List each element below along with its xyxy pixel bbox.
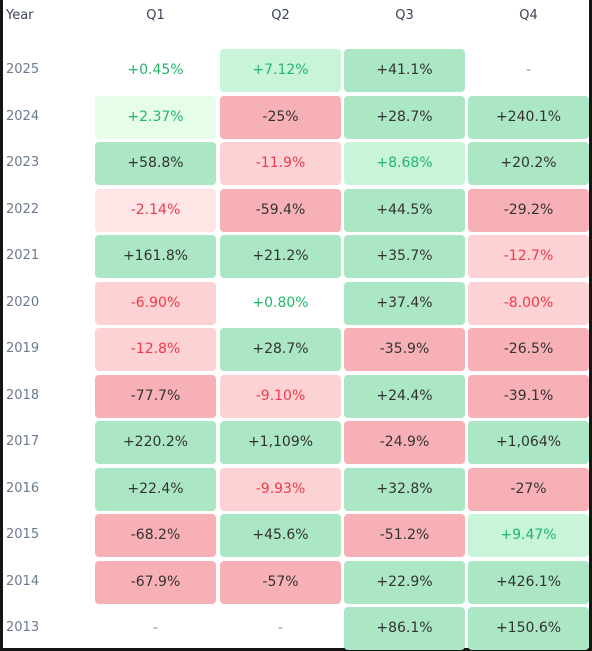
year-label: 2015 xyxy=(6,527,40,542)
return-cell-q3: +44.5% xyxy=(344,188,465,232)
year-label: 2018 xyxy=(6,387,40,403)
return-cell-q3: -35.9% xyxy=(344,328,465,371)
return-cell-q2: -59.4% xyxy=(220,188,341,232)
table-row: 2018 -77.7% -9.10% +24.4% -39.1% xyxy=(0,373,592,420)
return-cell-q1: +161.8% xyxy=(95,235,216,278)
return-cell-q1: - xyxy=(152,620,159,636)
return-cell-q4: - xyxy=(525,62,532,78)
table-row: 2024 +2.37% -25% +28.7% +240.1% xyxy=(0,94,592,141)
return-cell-q2: +21.2% xyxy=(220,235,341,278)
return-cell-q2: -9.10% xyxy=(220,374,341,418)
return-cell-q4: -8.00% xyxy=(468,281,589,325)
table-row: 2015 -68.2% +45.6% -51.2% +9.47% xyxy=(0,512,592,559)
table-row: 2019 -12.8% +28.7% -35.9% -26.5% xyxy=(0,326,592,373)
year-label: 2020 xyxy=(6,294,40,310)
return-cell-q2: -25% xyxy=(220,95,341,139)
return-cell-q4: +426.1% xyxy=(468,560,589,604)
return-cell-q1: +0.45% xyxy=(127,62,184,78)
return-cell-q2: -57% xyxy=(220,560,341,604)
return-cell-q1: -12.8% xyxy=(95,328,216,371)
year-label: 2013 xyxy=(6,620,40,635)
header-year: Year xyxy=(6,8,34,23)
header-q2: Q2 xyxy=(271,8,290,23)
return-cell-q3: +8.68% xyxy=(344,142,465,185)
return-cell-q3: +35.7% xyxy=(344,235,465,278)
table-row: 2025 +0.45% +7.12% +41.1% - xyxy=(0,47,592,94)
return-cell-q2: +28.7% xyxy=(220,328,341,371)
table-row: 2020 -6.90% +0.80% +37.4% -8.00% xyxy=(0,280,592,327)
year-label: 2017 xyxy=(6,434,40,449)
return-cell-q4: +9.47% xyxy=(468,514,589,557)
year-label: 2021 xyxy=(6,248,40,263)
year-label: 2024 xyxy=(6,108,40,124)
return-cell-q4: +1,064% xyxy=(468,421,589,464)
return-cell-q4: -12.7% xyxy=(468,235,589,278)
right-border xyxy=(589,0,592,651)
return-cell-q3: +86.1% xyxy=(344,607,465,650)
return-cell-q3: +24.4% xyxy=(344,374,465,418)
header-q3: Q3 xyxy=(395,8,414,23)
return-cell-q4: +150.6% xyxy=(468,607,589,650)
return-cell-q2: +45.6% xyxy=(220,514,341,557)
header-q4: Q4 xyxy=(519,8,538,23)
header-q1: Q1 xyxy=(146,8,165,23)
year-label: 2014 xyxy=(6,573,40,589)
table-row: 2023 +58.8% -11.9% +8.68% +20.2% xyxy=(0,140,592,187)
year-label: 2025 xyxy=(6,62,40,77)
table-row: 2016 +22.4% -9.93% +32.8% -27% xyxy=(0,466,592,513)
table-row: 2017 +220.2% +1,109% -24.9% +1,064% xyxy=(0,419,592,466)
return-cell-q3: +41.1% xyxy=(344,49,465,92)
return-cell-q3: -51.2% xyxy=(344,514,465,557)
return-cell-q1: -2.14% xyxy=(95,188,216,232)
return-cell-q2: -11.9% xyxy=(220,142,341,185)
return-cell-q4: +240.1% xyxy=(468,95,589,139)
return-cell-q1: -67.9% xyxy=(95,560,216,604)
year-label: 2019 xyxy=(6,341,40,356)
return-cell-q1: +220.2% xyxy=(95,421,216,464)
return-cell-q1: +22.4% xyxy=(95,467,216,511)
bottom-border xyxy=(0,648,592,651)
return-cell-q3: +22.9% xyxy=(344,560,465,604)
return-cell-q2: +0.80% xyxy=(252,294,309,311)
return-cell-q4: -27% xyxy=(468,467,589,511)
return-cell-q1: +2.37% xyxy=(95,95,216,139)
return-cell-q2: -9.93% xyxy=(220,467,341,511)
return-cell-q4: +20.2% xyxy=(468,142,589,185)
return-cell-q2: +7.12% xyxy=(220,49,341,92)
return-cell-q1: +58.8% xyxy=(95,142,216,185)
year-label: 2022 xyxy=(6,201,40,217)
year-label: 2023 xyxy=(6,155,40,170)
year-label: 2016 xyxy=(6,480,40,496)
left-border xyxy=(0,0,3,651)
return-cell-q1: -77.7% xyxy=(95,374,216,418)
return-cell-q1: -68.2% xyxy=(95,514,216,557)
return-cell-q4: -29.2% xyxy=(468,188,589,232)
return-cell-q4: -26.5% xyxy=(468,328,589,371)
table-row: 2014 -67.9% -57% +22.9% +426.1% xyxy=(0,559,592,606)
return-cell-q4: -39.1% xyxy=(468,374,589,418)
return-cell-q3: +32.8% xyxy=(344,467,465,511)
return-cell-q1: -6.90% xyxy=(95,281,216,325)
table-row: 2021 +161.8% +21.2% +35.7% -12.7% xyxy=(0,233,592,280)
return-cell-q3: +28.7% xyxy=(344,95,465,139)
return-cell-q2: +1,109% xyxy=(220,421,341,464)
table-row: 2022 -2.14% -59.4% +44.5% -29.2% xyxy=(0,187,592,234)
return-cell-q2: - xyxy=(277,620,284,636)
table-row: 2013 - - +86.1% +150.6% xyxy=(0,605,592,651)
return-cell-q3: -24.9% xyxy=(344,421,465,464)
return-cell-q3: +37.4% xyxy=(344,281,465,325)
table-header: Year Q1 Q2 Q3 Q4 xyxy=(0,0,592,32)
